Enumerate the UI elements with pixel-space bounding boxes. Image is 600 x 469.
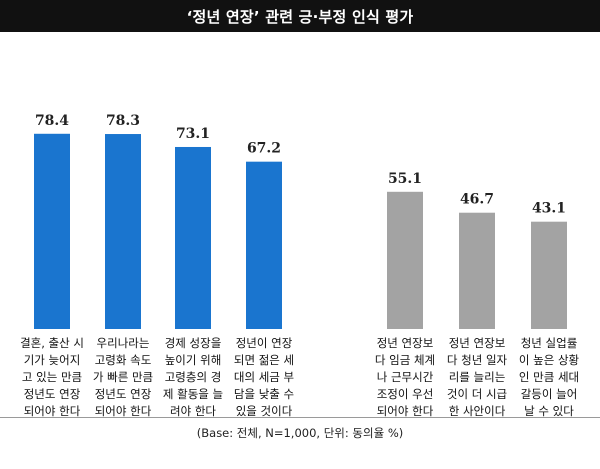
positive-bar-4 <box>246 161 282 329</box>
chart-title-bar: ‘정년 연장’ 관련 긍·부정 인식 평가 <box>0 0 600 32</box>
negative-bar-1 <box>387 191 423 329</box>
negative-value-label-3: 43.1 <box>532 201 566 217</box>
negative-value-label-2: 46.7 <box>460 192 494 208</box>
negative-category-label-2: 정년 연장보 다 청년 일자 리를 늘리는 것이 더 시급 한 사안이다 <box>446 336 508 418</box>
bar-chart: 78.4 78.3 73.1 67.2 55.1 46.7 43.1 <box>34 113 567 329</box>
footnote: (Base: 전체, N=1,000, 단위: 동의율 %) <box>196 426 404 440</box>
negative-bar-2 <box>459 212 495 329</box>
negative-value-label-1: 55.1 <box>388 171 422 187</box>
negative-category-label-1: 정년 연장보 다 임금 체계 나 근무시간 조정이 우선 되어야 한다 <box>374 336 436 418</box>
positive-value-label-1: 78.4 <box>35 113 69 129</box>
positive-category-label-1: 결혼, 출산 시 기가 늦어지 고 있는 만큼 정년도 연장 되어야 한다 <box>20 336 84 418</box>
positive-value-label-2: 78.3 <box>106 113 140 129</box>
negative-category-label-3: 청년 실업률 이 높은 상황 인 만큼 세대 갈등이 늘어 날 수 있다 <box>518 336 580 418</box>
positive-bar-1 <box>34 133 70 329</box>
positive-category-label-4: 정년이 연장 되면 젊은 세 대의 세금 부 담을 낮출 수 있을 것이다 <box>233 336 295 418</box>
chart-title: ‘정년 연장’ 관련 긍·부정 인식 평가 <box>186 7 414 26</box>
negative-bar-3 <box>531 221 567 329</box>
positive-category-label-2: 우리나라는 고령화 속도 가 빠른 만큼 정년도 연장 되어야 한다 <box>92 336 154 418</box>
positive-value-label-3: 73.1 <box>176 126 210 142</box>
positive-value-label-4: 67.2 <box>247 141 281 157</box>
positive-bar-3 <box>175 146 211 329</box>
chart-area: 78.4 78.3 73.1 67.2 55.1 46.7 43.1 결혼, 출산 시 기가… <box>0 32 600 418</box>
positive-bar-2 <box>105 134 141 329</box>
positive-category-label-3: 경제 성장을 높이기 위해 고령층의 경 제 활동을 늘 려야 한다 <box>162 336 224 418</box>
